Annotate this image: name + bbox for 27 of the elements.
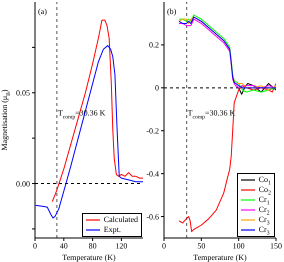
x-axis-title: Temperature (K) <box>193 253 248 262</box>
x-tick-label: 0 <box>33 242 37 251</box>
text: (b) <box>167 7 177 16</box>
legend-label: Cr$_{3}$ <box>258 215 270 227</box>
y-tick-label: 0.2 <box>149 40 159 50</box>
x-tick-label: 50 <box>197 242 206 251</box>
legend-label: Cr$_{2}$ <box>258 205 270 217</box>
y-tick-label: 0.00 <box>16 179 30 188</box>
x-tick-label: 80 <box>88 242 97 251</box>
y-tick-label: 0.05 <box>16 88 30 98</box>
legend-label: Co$_{1}$ <box>258 175 271 187</box>
legend-label: Calculated <box>104 215 138 225</box>
y-tick-label: -0.4 <box>146 169 159 178</box>
legend-label: Expt. <box>104 225 121 235</box>
x-tick-label: 40 <box>60 242 68 251</box>
text: (a) <box>38 7 48 16</box>
y-tick-label: -0.6 <box>146 212 159 222</box>
legend-label: Cr$_{1}$ <box>258 195 270 207</box>
x-tick-label: 150 <box>270 242 282 251</box>
x-tick-label: 100 <box>232 242 245 251</box>
y-tick-label: 0 <box>155 84 159 93</box>
x-tick-label: 120 <box>115 242 128 251</box>
y-tick-label: -0.2 <box>146 126 159 136</box>
legend-label: Co$_{2}$ <box>258 185 271 197</box>
legend-label: Cr$_{3}$ <box>258 225 270 237</box>
x-tick-label: 0 <box>162 242 166 251</box>
x-axis-title: Temperature (K) <box>62 253 116 262</box>
